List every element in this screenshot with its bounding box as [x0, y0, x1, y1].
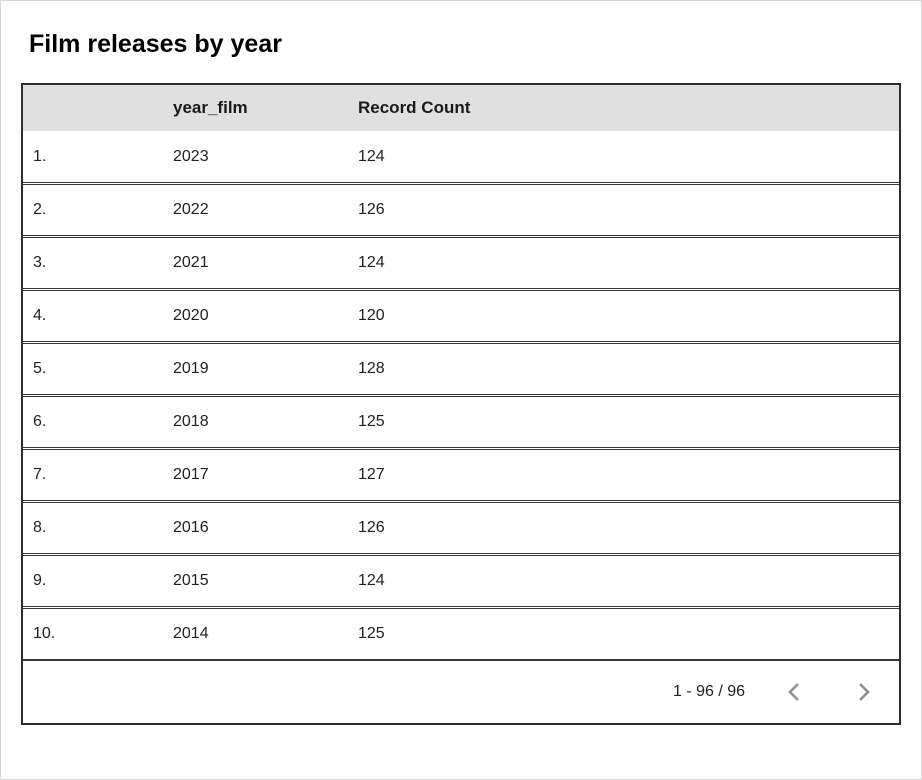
row-record-count: 124 — [358, 254, 385, 271]
row-index: 2. — [33, 201, 47, 218]
pagination-range-label: 1 - 96 / 96 — [672, 683, 745, 700]
row-index: 10. — [33, 625, 56, 642]
row-record-count: 124 — [358, 147, 385, 165]
table-row: 10. 2014 125 — [23, 608, 899, 660]
row-year-film: 2016 — [173, 519, 209, 536]
row-year-film: 2015 — [173, 572, 209, 589]
row-record-count: 126 — [358, 201, 385, 218]
row-year-film: 2014 — [173, 625, 209, 642]
table-row: 5. 2019 128 — [23, 343, 899, 395]
table-footer: 1 - 96 / 96 — [23, 660, 899, 723]
table-row: 4. 2020 120 — [23, 290, 899, 342]
table-row: 3. 2021 124 — [23, 237, 899, 289]
row-record-count: 127 — [358, 466, 385, 483]
data-table: year_film Record Count 1. 2023 124 2. 20… — [21, 83, 901, 725]
table-row: 1. 2023 124 — [23, 131, 899, 183]
row-year-film: 2021 — [173, 254, 209, 271]
row-record-count: 120 — [358, 307, 385, 324]
table-row: 7. 2017 127 — [23, 449, 899, 501]
pagination-next-button[interactable] — [855, 680, 873, 704]
chevron-left-icon — [786, 681, 802, 703]
row-index: 4. — [33, 307, 47, 324]
table-row: 2. 2022 126 — [23, 184, 899, 236]
row-index: 3. — [33, 254, 47, 271]
row-year-film: 2017 — [173, 466, 209, 483]
row-year-film: 2022 — [173, 201, 209, 218]
pagination-prev-button[interactable] — [785, 680, 803, 704]
row-index: 7. — [33, 466, 47, 483]
row-year-film: 2018 — [173, 413, 209, 430]
table-header-row: year_film Record Count — [23, 85, 899, 131]
row-index: 5. — [33, 360, 47, 377]
table-row: 8. 2016 126 — [23, 502, 899, 554]
page-title: Film releases by year — [29, 30, 282, 58]
row-index: 1. — [33, 147, 47, 165]
row-index: 8. — [33, 519, 47, 536]
header-cell-record-count[interactable]: Record Count — [358, 98, 471, 117]
row-year-film: 2019 — [173, 360, 209, 377]
table-row: 9. 2015 124 — [23, 555, 899, 607]
table-row: 6. 2018 125 — [23, 396, 899, 448]
row-year-film: 2023 — [173, 147, 209, 165]
row-index: 6. — [33, 413, 47, 430]
row-record-count: 125 — [358, 413, 385, 430]
row-record-count: 126 — [358, 519, 385, 536]
row-index: 9. — [33, 572, 47, 589]
header-cell-year-film[interactable]: year_film — [173, 98, 248, 117]
row-record-count: 125 — [358, 625, 385, 642]
row-year-film: 2020 — [173, 307, 209, 324]
row-record-count: 128 — [358, 360, 385, 377]
row-record-count: 124 — [358, 572, 385, 589]
chevron-right-icon — [856, 681, 872, 703]
